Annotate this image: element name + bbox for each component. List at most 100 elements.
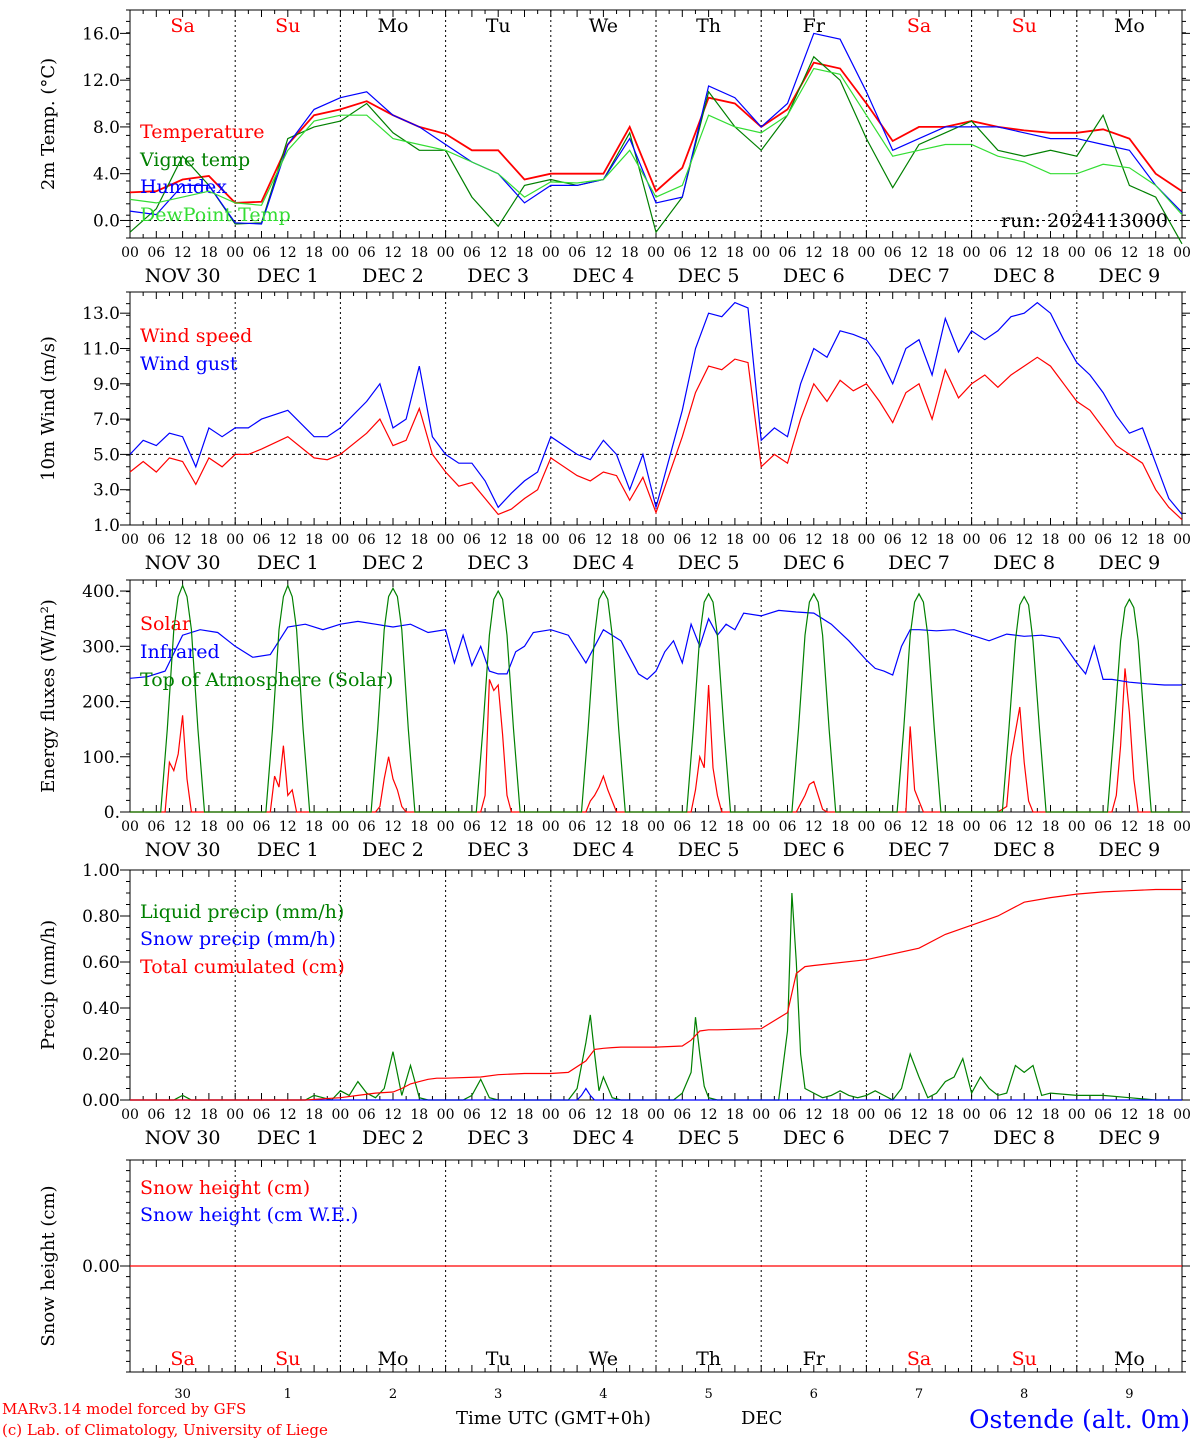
date-label: DEC 3 [467,1127,529,1149]
hour-tick-label: 00 [121,245,139,261]
y-tick-label: 7.0 [93,410,120,430]
date-label: DEC 7 [888,552,950,574]
weekday-label: Sa [907,1348,931,1370]
hour-tick-label: 00 [963,819,981,835]
credit-lab: (c) Lab. of Climatology, University of L… [2,1421,328,1439]
hour-tick-label: 12 [174,819,192,835]
hour-tick-label: 12 [805,1107,823,1123]
panel-wind: 1.0 3.0 5.0 7.0 9.0 11.0 13.0 10m Wind (m/s) 00 0… [38,291,1191,574]
legend-label: Temperature [140,121,264,143]
hour-tick-label: 12 [489,245,507,261]
hour-tick-label: 00 [752,532,770,548]
weekday-label: Fr [803,1348,826,1370]
hour-tick-label: 00 [437,532,455,548]
legend-label: Top of Atmosphere (Solar) [140,669,393,691]
y-tick-label: 400. [82,582,120,602]
date-label: DEC 3 [467,552,529,574]
date-label: NOV 30 [145,265,221,287]
y-tick-label: 0.0 [93,211,120,231]
hour-tick-label: 06 [884,819,902,835]
y-axis-label: 2m Temp. (°C) [38,58,59,190]
hour-tick-label: 12 [594,532,612,548]
hour-tick-label: 00 [437,245,455,261]
date-label: DEC 5 [678,265,740,287]
date-label: DEC 8 [993,552,1055,574]
hour-tick-label: 12 [594,819,612,835]
hour-tick-label: 06 [253,1107,271,1123]
date-label: DEC 4 [573,839,635,861]
hour-tick-label: 00 [542,532,560,548]
date-label: DEC 1 [257,839,319,861]
hour-tick-label: 06 [463,245,481,261]
hour-tick-label: 06 [147,1107,165,1123]
date-label: DEC 5 [678,1127,740,1149]
hour-tick-label: 18 [516,532,534,548]
hour-tick-label: 12 [279,819,297,835]
hour-tick-label: 12 [805,245,823,261]
weekday-label: Su [1012,1348,1037,1370]
hour-tick-label: 00 [647,532,665,548]
date-label: DEC 3 [467,839,529,861]
hour-tick-label: 12 [384,819,402,835]
hour-tick-label: 12 [1015,532,1033,548]
hour-tick-label: 18 [936,819,954,835]
hour-tick-label: 18 [516,819,534,835]
date-label: DEC 3 [467,265,529,287]
hour-tick-label: 12 [910,819,928,835]
hour-tick-label: 12 [489,1107,507,1123]
series-line [129,32,1183,225]
hour-tick-label: 18 [200,1107,218,1123]
weekday-label: Th [696,1348,721,1370]
hour-tick-label: 12 [700,1107,718,1123]
weekday-label: Tu [486,15,511,37]
hour-tick-label: 00 [437,1107,455,1123]
date-label: DEC 8 [993,1127,1055,1149]
hour-tick-label: 06 [358,245,376,261]
date-label: DEC 2 [362,552,424,574]
time-axis-label: Time UTC (GMT+0h) [456,1408,651,1429]
hour-tick-label: 06 [989,532,1007,548]
legend-label: Snow height (cm) [140,1177,310,1199]
y-tick-label: 0.60 [82,953,120,973]
hour-tick-label: 00 [1173,532,1191,548]
hour-tick-label: 00 [1068,245,1086,261]
hour-tick-label: 06 [779,819,797,835]
y-tick-label: 1.00 [82,861,120,881]
hour-tick-label: 00 [331,819,349,835]
hour-tick-label: 12 [1015,1107,1033,1123]
hour-tick-label: 06 [253,819,271,835]
hour-tick-label: 00 [857,819,875,835]
hour-tick-label: 06 [884,1107,902,1123]
date-label: DEC 2 [362,265,424,287]
hour-tick-label: 18 [305,245,323,261]
hour-tick-label: 00 [752,245,770,261]
date-label: DEC 9 [1099,552,1161,574]
date-label: DEC 1 [257,1127,319,1149]
hour-tick-label: 06 [568,532,586,548]
hour-tick-label: 00 [331,532,349,548]
y-axis-label: Precip (mm/h) [38,920,59,1050]
hour-tick-label: 12 [279,532,297,548]
hour-tick-label: 00 [963,245,981,261]
hour-tick-label: 06 [673,819,691,835]
hour-tick-label: 12 [805,532,823,548]
hour-tick-label: 12 [384,245,402,261]
date-label: NOV 30 [145,1127,221,1149]
hour-tick-label: 18 [305,819,323,835]
date-label: DEC 6 [783,552,845,574]
footer: MARv3.14 model forced by GFS (c) Lab. of… [2,1400,1190,1439]
hour-tick-label: 00 [647,819,665,835]
date-label: DEC 8 [993,839,1055,861]
y-tick-label: 0. [104,803,120,823]
hour-tick-label: 12 [489,819,507,835]
legend-label: Total cumulated (cm) [140,956,345,978]
weekday-label: Su [1012,15,1037,37]
date-label: DEC 1 [257,265,319,287]
y-tick-label: 0.00 [82,1257,120,1277]
hour-tick-label: 18 [1042,532,1060,548]
y-axis-label: Energy fluxes (W/m²) [38,599,59,793]
hour-tick-label: 12 [594,245,612,261]
hour-tick-label: 06 [253,245,271,261]
y-tick-label: 4.0 [93,165,120,185]
date-label: DEC 5 [678,839,740,861]
